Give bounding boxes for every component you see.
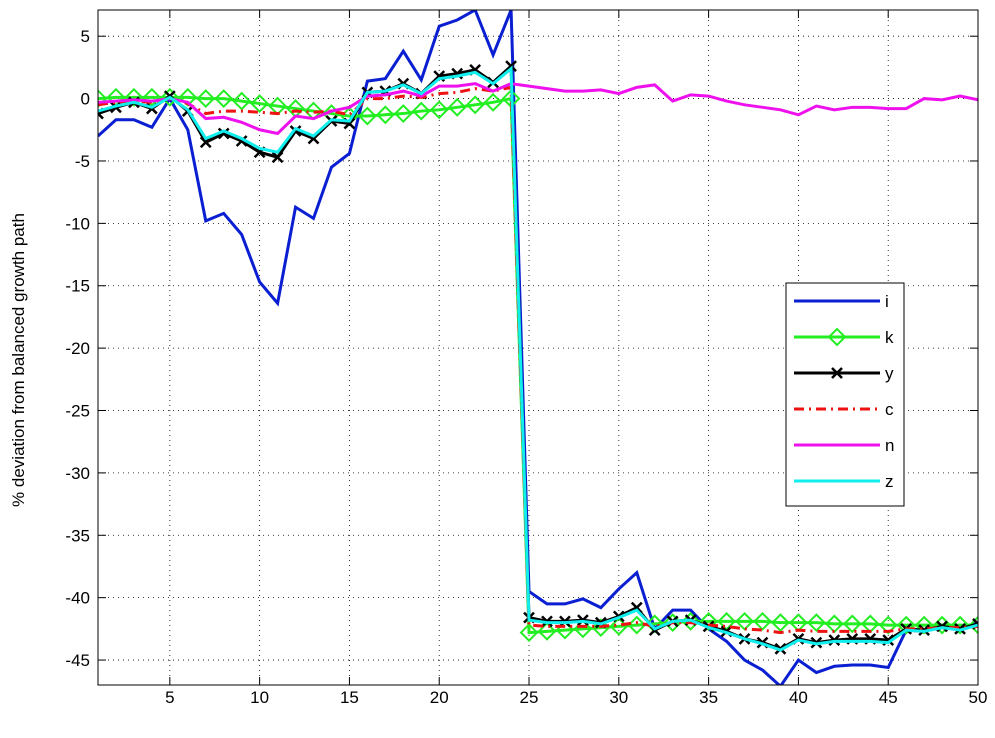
marker bbox=[842, 614, 862, 634]
marker bbox=[483, 92, 503, 112]
y-tick-label: -45 bbox=[65, 651, 90, 670]
legend-label: k bbox=[885, 328, 894, 347]
marker bbox=[375, 105, 395, 125]
marker bbox=[98, 89, 108, 109]
marker bbox=[519, 623, 539, 643]
x-tick-label: 35 bbox=[699, 688, 718, 707]
y-tick-label: -10 bbox=[65, 214, 90, 233]
x-tick-label: 20 bbox=[430, 688, 449, 707]
marker bbox=[214, 89, 234, 109]
marker bbox=[124, 87, 144, 107]
x-tick-label: 10 bbox=[250, 688, 269, 707]
y-axis-label: % deviation from balanced growth path bbox=[9, 213, 28, 507]
x-tick-label: 30 bbox=[609, 688, 628, 707]
x-tick-label: 50 bbox=[969, 688, 988, 707]
series-line bbox=[98, 10, 978, 685]
x-tick-label: 5 bbox=[165, 688, 174, 707]
y-tick-label: 5 bbox=[81, 27, 90, 46]
marker bbox=[699, 611, 719, 631]
marker bbox=[950, 615, 970, 635]
legend-label: z bbox=[885, 472, 894, 491]
y-tick-label: -5 bbox=[75, 152, 90, 171]
x-tick-label: 40 bbox=[789, 688, 808, 707]
marker bbox=[878, 615, 898, 635]
marker bbox=[896, 615, 916, 635]
marker bbox=[357, 106, 377, 126]
marker bbox=[627, 615, 647, 635]
marker bbox=[753, 611, 772, 631]
axes-box bbox=[97, 9, 979, 686]
marker bbox=[771, 613, 790, 633]
marker bbox=[271, 151, 284, 164]
legend-label: n bbox=[885, 436, 894, 455]
marker bbox=[831, 367, 843, 379]
series-line bbox=[98, 95, 978, 635]
plot-area bbox=[98, 10, 978, 685]
marker bbox=[806, 613, 826, 633]
series-line bbox=[98, 65, 978, 652]
marker bbox=[217, 127, 230, 140]
series-line bbox=[98, 82, 978, 136]
marker bbox=[250, 94, 270, 113]
marker bbox=[393, 104, 413, 123]
marker bbox=[196, 89, 216, 109]
y-tick-label: -35 bbox=[65, 526, 90, 545]
marker bbox=[968, 615, 978, 635]
series-line bbox=[98, 85, 978, 635]
legend-label: i bbox=[885, 292, 889, 311]
y-tick-label: -20 bbox=[65, 339, 90, 358]
legend-box bbox=[785, 282, 905, 507]
marker bbox=[827, 327, 847, 347]
marker bbox=[914, 615, 934, 635]
marker bbox=[537, 621, 557, 641]
marker bbox=[160, 87, 180, 107]
x-tick-label: 25 bbox=[520, 688, 539, 707]
marker bbox=[447, 97, 467, 117]
marker bbox=[717, 611, 736, 631]
x-tick-label: 45 bbox=[879, 688, 898, 707]
legend-label: c bbox=[885, 400, 894, 419]
marker bbox=[429, 100, 449, 120]
marker bbox=[411, 101, 431, 121]
x-tick-label: 15 bbox=[340, 688, 359, 707]
marker bbox=[681, 611, 701, 631]
marker bbox=[735, 611, 754, 631]
marker bbox=[232, 91, 252, 111]
y-tick-label: 0 bbox=[81, 90, 90, 109]
y-tick-label: -15 bbox=[65, 277, 90, 296]
marker bbox=[465, 95, 485, 115]
marker bbox=[142, 87, 162, 107]
y-tick-label: -40 bbox=[65, 589, 90, 608]
y-tick-label: -30 bbox=[65, 464, 90, 483]
marker bbox=[178, 87, 198, 107]
y-tick-label: -25 bbox=[65, 402, 90, 421]
legend-label: y bbox=[885, 364, 894, 383]
marker bbox=[199, 136, 212, 149]
